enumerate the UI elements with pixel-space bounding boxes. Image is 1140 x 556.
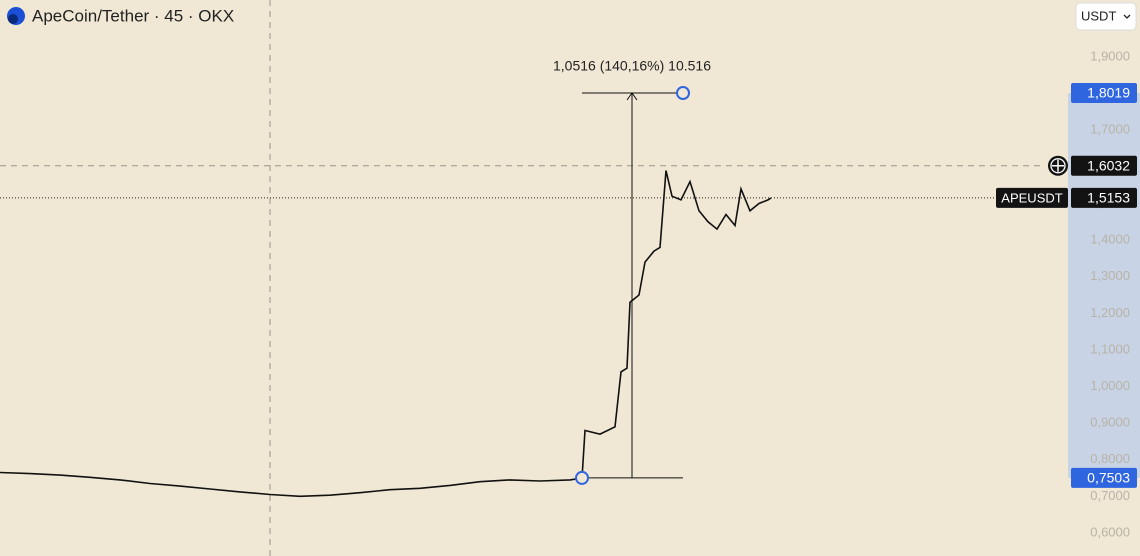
currency-label[interactable]: USDT <box>1081 8 1116 23</box>
y-tick-label: 0,8000 <box>1090 451 1130 466</box>
symbol-label: APEUSDT <box>1001 190 1062 205</box>
currency-dropdown[interactable]: USDT <box>1075 2 1137 31</box>
y-tick-label: 0,6000 <box>1090 524 1130 539</box>
y-tick-label: 0,7000 <box>1090 488 1130 503</box>
y-tick-label: 1,9000 <box>1090 49 1130 64</box>
y-tick-label: 1,4000 <box>1090 232 1130 247</box>
price-tag <box>1071 467 1137 488</box>
price-tag-label: 0,7503 <box>1087 470 1130 486</box>
price-tag <box>1071 155 1137 176</box>
symbol-tag <box>996 187 1068 208</box>
y-tick-label: 1,7000 <box>1090 122 1130 137</box>
measure-end <box>676 86 690 101</box>
dropdown-arrow <box>1123 14 1131 19</box>
price-tag <box>1071 83 1137 104</box>
y-tick-label: 1,0000 <box>1090 378 1130 393</box>
price-tag-label: 1,8019 <box>1087 85 1130 101</box>
price-line <box>0 170 772 498</box>
arrow-head <box>626 92 638 101</box>
y-tick-label: 1,2000 <box>1090 305 1130 320</box>
price-tag-label: 1,6032 <box>1087 157 1130 173</box>
measure-start <box>575 470 589 485</box>
measure-label: 1,0516 (140,16%) 10.516 <box>553 58 711 74</box>
y-tick-label: 1,1000 <box>1090 341 1130 356</box>
y-tick-label: 0,9000 <box>1090 415 1130 430</box>
price-tag <box>1071 187 1137 208</box>
plus-ring <box>1050 158 1066 174</box>
plus-icon <box>1052 159 1064 172</box>
price-tag-label: 1,5153 <box>1087 190 1130 206</box>
chart-title: ApeCoin/Tether · 45 · OKX <box>32 6 234 25</box>
y-tick-label: 1,3000 <box>1090 268 1130 283</box>
logo <box>7 7 25 25</box>
